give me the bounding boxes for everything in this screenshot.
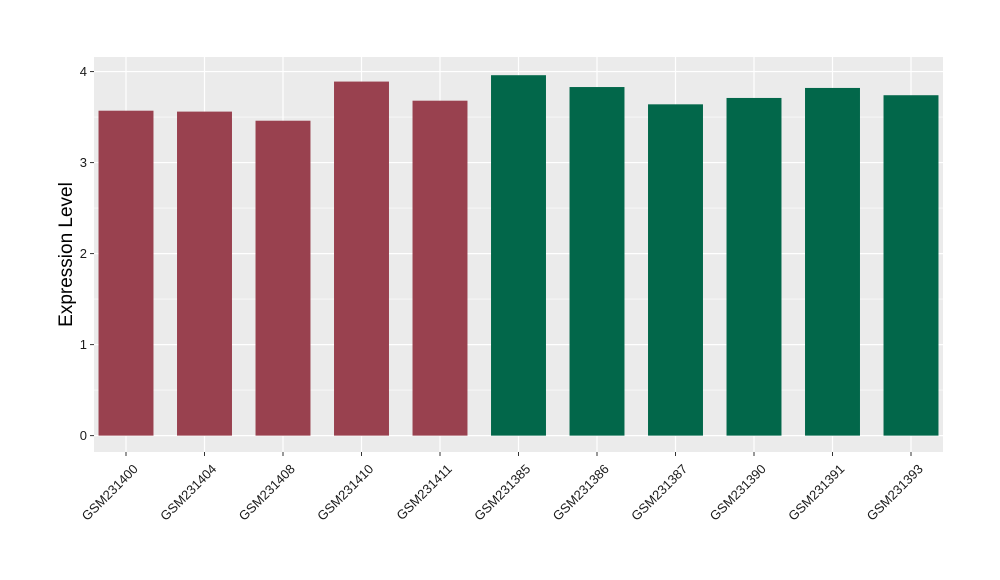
y-tick-label: 3 [80, 155, 87, 170]
bar-GSM231408 [255, 120, 311, 436]
y-tick-label: 0 [80, 428, 87, 443]
y-tick-label: 2 [80, 246, 87, 261]
x-tick-label: GSM231400 [79, 461, 141, 523]
x-tick-label: GSM231391 [785, 461, 847, 523]
bar-GSM231400 [98, 110, 154, 436]
bars [98, 75, 939, 436]
bar-GSM231404 [177, 111, 232, 436]
x-tick-label: GSM231390 [707, 461, 769, 523]
y-axis-title: Expression Level [56, 182, 77, 327]
x-tick-label: GSM231386 [550, 461, 612, 523]
x-tick-label: GSM231393 [864, 461, 926, 523]
y-tick-label: 4 [80, 64, 87, 79]
bar-GSM231393 [883, 95, 939, 436]
y-axis: 0 1 2 3 4 [80, 64, 94, 443]
bar-GSM231411 [412, 100, 468, 436]
x-tick-label: GSM231404 [157, 461, 219, 523]
bar-GSM231385 [491, 75, 546, 436]
bar-GSM231390 [726, 97, 782, 436]
x-tick-label: GSM231385 [471, 461, 533, 523]
x-tick-label: GSM231410 [314, 461, 376, 523]
x-tick-label: GSM231387 [628, 461, 690, 523]
x-tick-label: GSM231408 [236, 461, 298, 523]
bar-GSM231387 [648, 104, 703, 436]
bar-GSM231410 [334, 81, 389, 436]
y-tick-label: 1 [80, 337, 87, 352]
x-tick-label: GSM231411 [393, 461, 455, 523]
bar-GSM231386 [569, 87, 625, 436]
bar-GSM231391 [805, 87, 860, 436]
x-axis: GSM231400 GSM231404 GSM231408 GSM231410 GSM2… [79, 452, 926, 524]
